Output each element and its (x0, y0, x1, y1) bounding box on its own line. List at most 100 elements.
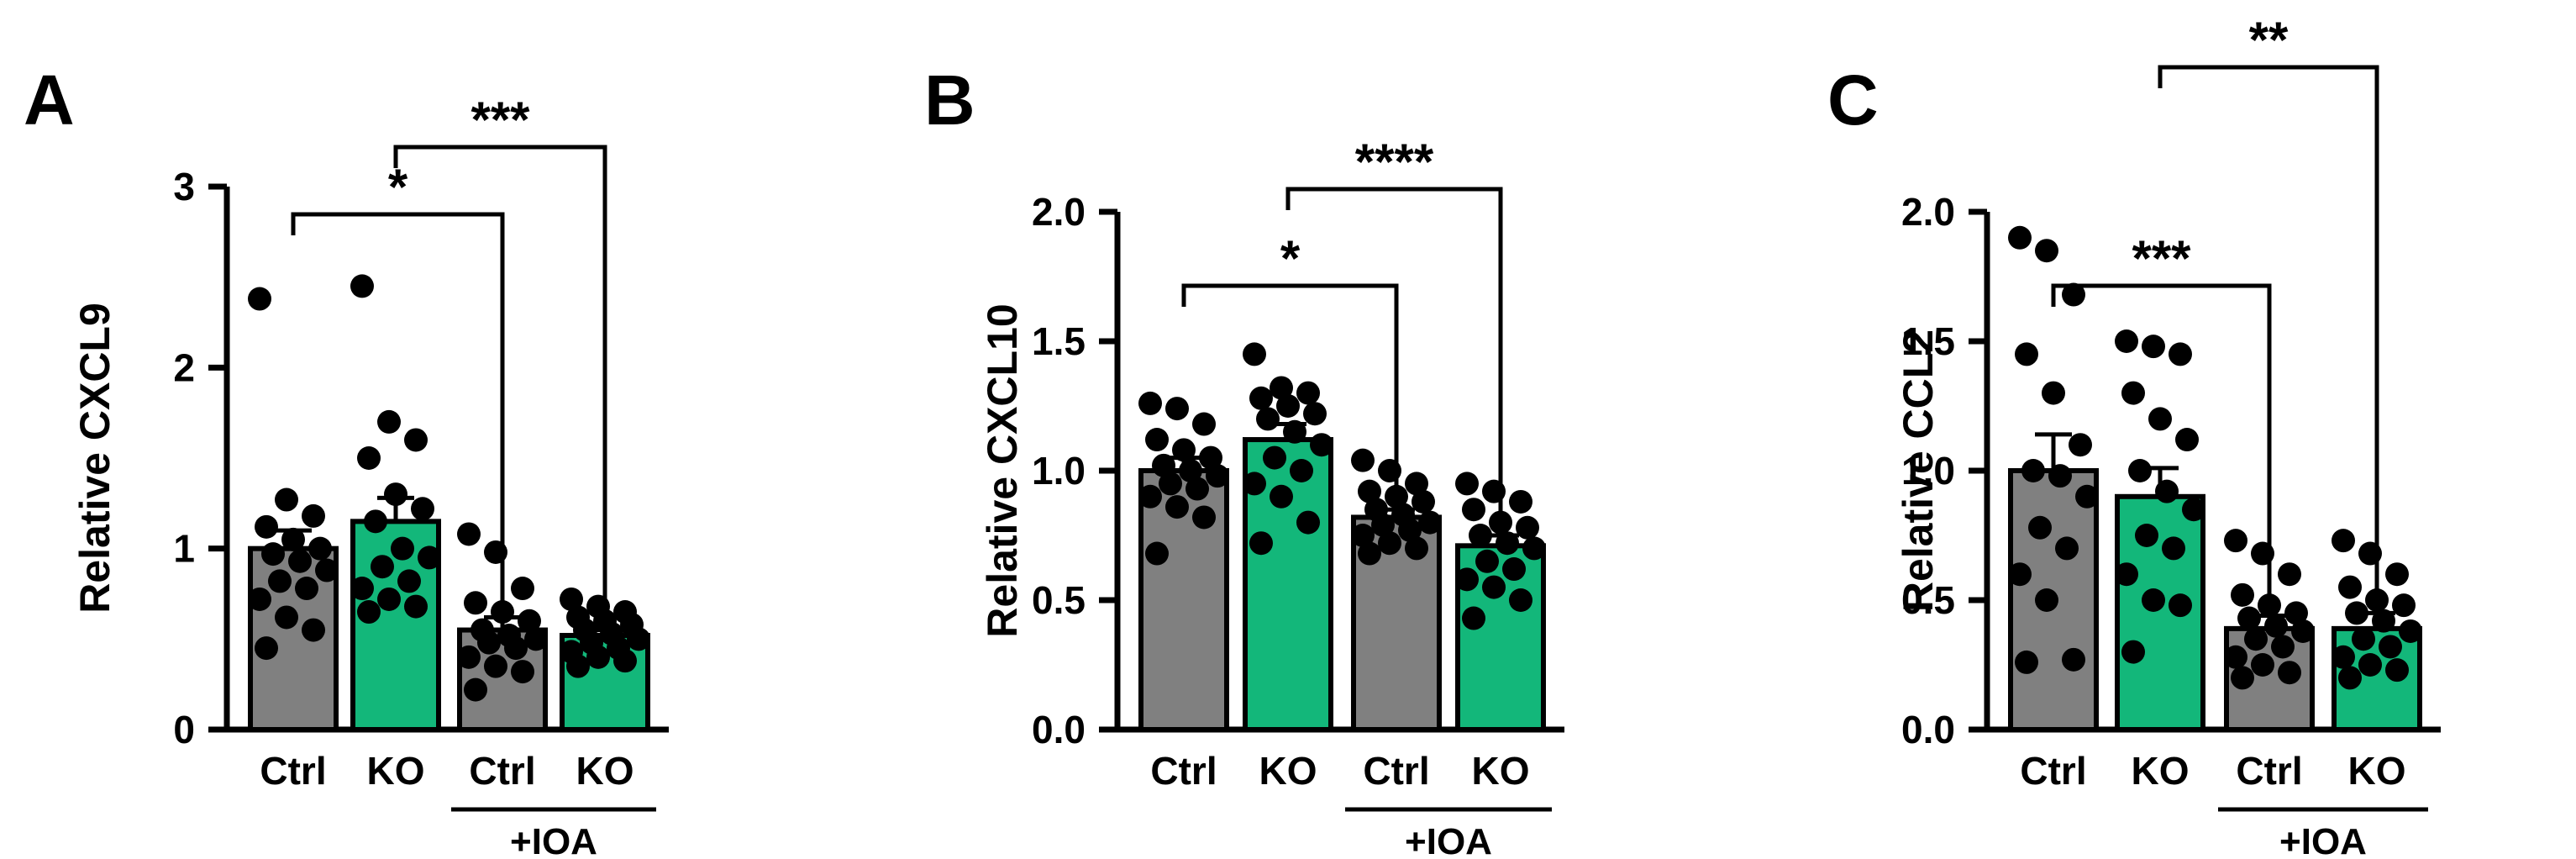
group-label: +IOA (1405, 821, 1492, 859)
data-point (1310, 433, 1333, 457)
data-point (504, 636, 528, 661)
data-point (2162, 536, 2185, 561)
data-point (1243, 472, 1266, 496)
data-point (255, 514, 278, 539)
data-point (248, 287, 271, 311)
data-point (2062, 647, 2085, 672)
panel-letter: C (1827, 61, 1879, 140)
data-point (1270, 376, 1293, 400)
data-point (268, 569, 292, 593)
significance-bracket (291, 212, 505, 601)
panel-letter: B (924, 61, 975, 140)
data-point (1358, 479, 1381, 503)
data-point (2175, 428, 2199, 452)
data-point (288, 549, 312, 573)
y-tick-label: 1 (173, 527, 195, 571)
data-point (2128, 459, 2152, 482)
data-point (384, 482, 407, 507)
data-point (1165, 397, 1189, 421)
data-point (377, 409, 401, 434)
data-point (2284, 601, 2308, 625)
x-category-label: Ctrl (2236, 749, 2302, 793)
data-point (1455, 567, 1479, 592)
y-tick-label: 0.5 (1901, 578, 1955, 622)
data-point (511, 660, 534, 684)
significance-label: * (388, 159, 408, 215)
data-point (1145, 428, 1169, 452)
data-point (1469, 524, 1492, 547)
data-point (457, 522, 481, 546)
data-point (1378, 531, 1401, 556)
data-point (2258, 593, 2281, 618)
data-point (2365, 588, 2389, 612)
data-point (2055, 536, 2079, 561)
data-point (1145, 541, 1169, 566)
data-point (261, 542, 285, 567)
data-point (302, 503, 325, 528)
data-point (350, 577, 374, 601)
data-point (2224, 529, 2247, 553)
data-point (2169, 593, 2192, 618)
data-point (404, 594, 428, 619)
y-axis-label: Relative CCL2 (1895, 329, 1942, 612)
data-point (2385, 562, 2409, 587)
data-point (1482, 575, 1506, 599)
significance-bracket (1285, 187, 1503, 519)
data-point (464, 591, 487, 615)
data-point (2035, 588, 2058, 612)
x-category-label: Ctrl (1150, 749, 1217, 793)
data-point (1270, 484, 1293, 509)
data-point (2008, 225, 2032, 250)
data-point (1192, 412, 1216, 436)
data-point (1509, 489, 1532, 514)
data-point (2169, 342, 2192, 366)
data-point (1159, 472, 1182, 496)
data-point (1138, 484, 1162, 509)
data-point (1138, 391, 1162, 415)
data-point (2042, 381, 2065, 405)
data-point (1243, 342, 1266, 366)
data-point (1509, 588, 1532, 612)
data-point (350, 274, 374, 298)
panel-b: B Relative CXCL10 0.0 0.5 1.0 1.5 2.0 Ctrl KO Ctr… (924, 61, 1564, 859)
data-point (1185, 477, 1209, 501)
data-point (275, 487, 298, 512)
significance-label: *** (2132, 230, 2191, 287)
data-point (2291, 619, 2315, 643)
data-point (2352, 627, 2375, 651)
data-point (524, 627, 548, 651)
data-point (1296, 381, 1320, 405)
data-point (2021, 459, 2045, 482)
group-label: +IOA (2279, 821, 2367, 859)
data-point (1192, 505, 1216, 530)
data-point (2115, 329, 2138, 353)
data-point (1303, 402, 1327, 426)
x-category-label: KO (2348, 749, 2406, 793)
group-label: +IOA (510, 821, 597, 859)
data-point (511, 577, 534, 601)
data-point (2358, 653, 2382, 677)
data-point (586, 645, 610, 669)
y-tick-label: 0.0 (1032, 708, 1086, 751)
y-tick-label: 1.5 (1032, 319, 1086, 363)
data-point (1351, 524, 1375, 547)
data-point (566, 654, 590, 678)
data-point (357, 446, 381, 470)
data-point (464, 677, 487, 702)
data-point (2392, 593, 2416, 618)
data-point (2338, 575, 2362, 599)
data-point (418, 545, 441, 570)
y-tick-label: 1.5 (1901, 319, 1955, 363)
panel-letter: A (24, 61, 75, 140)
x-category-label: Ctrl (260, 749, 326, 793)
significance-bracket (393, 145, 607, 614)
data-point (308, 536, 332, 561)
data-point (2224, 645, 2247, 669)
data-point (1462, 606, 1485, 630)
data-point (1371, 513, 1395, 537)
significance-label: **** (1355, 134, 1434, 190)
data-point (1489, 510, 1512, 535)
panel-c: C Relative CCL2 0.0 0.5 1.0 1.5 2.0 Ctrl KO Ctrl K… (1827, 12, 2441, 859)
data-point (2332, 529, 2355, 553)
